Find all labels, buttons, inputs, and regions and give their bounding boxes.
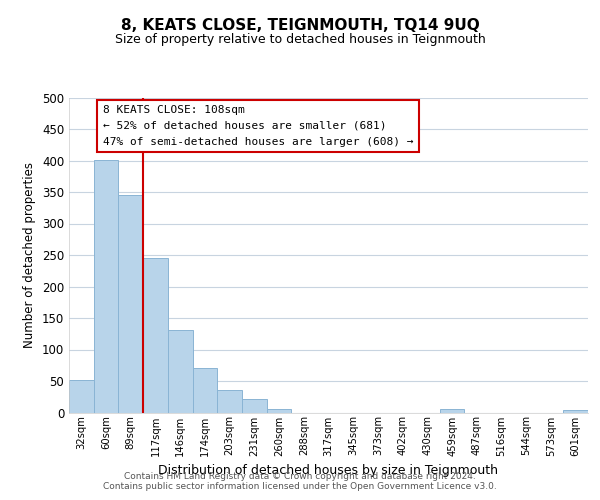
- Bar: [168, 330, 193, 412]
- Text: 8 KEATS CLOSE: 108sqm
← 52% of detached houses are smaller (681)
47% of semi-det: 8 KEATS CLOSE: 108sqm ← 52% of detached …: [103, 106, 413, 146]
- Text: 8, KEATS CLOSE, TEIGNMOUTH, TQ14 9UQ: 8, KEATS CLOSE, TEIGNMOUTH, TQ14 9UQ: [121, 18, 479, 32]
- Text: Contains public sector information licensed under the Open Government Licence v3: Contains public sector information licen…: [103, 482, 497, 491]
- Y-axis label: Number of detached properties: Number of detached properties: [23, 162, 37, 348]
- Bar: [94, 160, 118, 412]
- Text: Size of property relative to detached houses in Teignmouth: Size of property relative to detached ho…: [115, 32, 485, 46]
- X-axis label: Distribution of detached houses by size in Teignmouth: Distribution of detached houses by size …: [158, 464, 499, 477]
- Bar: [242, 400, 267, 412]
- Bar: [217, 390, 242, 412]
- Bar: [267, 408, 292, 412]
- Text: Contains HM Land Registry data © Crown copyright and database right 2024.: Contains HM Land Registry data © Crown c…: [124, 472, 476, 481]
- Bar: [118, 195, 143, 412]
- Bar: [69, 380, 94, 412]
- Bar: [563, 410, 588, 412]
- Bar: [440, 410, 464, 412]
- Bar: [143, 258, 168, 412]
- Bar: [193, 368, 217, 412]
